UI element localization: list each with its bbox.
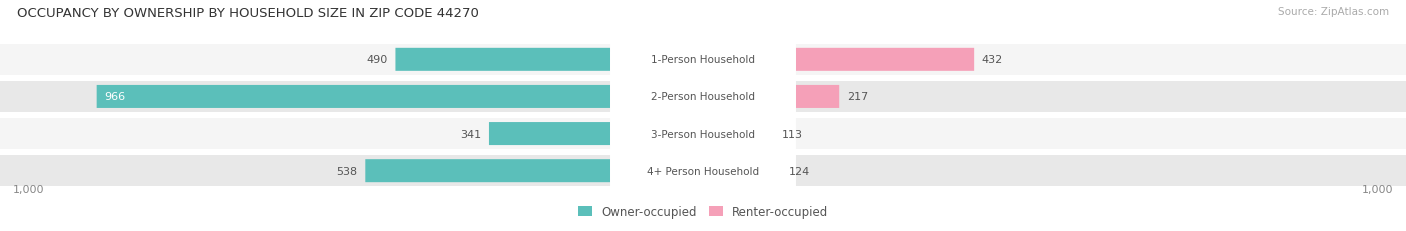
FancyBboxPatch shape	[366, 159, 703, 182]
FancyBboxPatch shape	[703, 122, 773, 146]
Bar	[0, 156, 1406, 186]
Text: 2-Person Household: 2-Person Household	[651, 92, 755, 102]
FancyBboxPatch shape	[610, 0, 796, 219]
Text: 341: 341	[460, 129, 481, 139]
FancyBboxPatch shape	[703, 85, 839, 109]
Text: Source: ZipAtlas.com: Source: ZipAtlas.com	[1278, 7, 1389, 17]
Text: 1-Person Household: 1-Person Household	[651, 55, 755, 65]
FancyBboxPatch shape	[395, 49, 703, 72]
Text: 217: 217	[846, 92, 868, 102]
Text: 1,000: 1,000	[13, 184, 44, 195]
Text: 966: 966	[104, 92, 125, 102]
Text: 4+ Person Household: 4+ Person Household	[647, 166, 759, 176]
Text: 113: 113	[782, 129, 803, 139]
FancyBboxPatch shape	[489, 122, 703, 146]
Text: 490: 490	[367, 55, 388, 65]
FancyBboxPatch shape	[97, 85, 703, 109]
Bar	[0, 82, 1406, 112]
FancyBboxPatch shape	[610, 12, 796, 231]
Text: 124: 124	[789, 166, 810, 176]
Bar	[0, 119, 1406, 149]
FancyBboxPatch shape	[703, 159, 780, 182]
FancyBboxPatch shape	[703, 49, 974, 72]
FancyBboxPatch shape	[610, 0, 796, 182]
Text: OCCUPANCY BY OWNERSHIP BY HOUSEHOLD SIZE IN ZIP CODE 44270: OCCUPANCY BY OWNERSHIP BY HOUSEHOLD SIZE…	[17, 7, 479, 20]
Text: 3-Person Household: 3-Person Household	[651, 129, 755, 139]
FancyBboxPatch shape	[610, 49, 796, 231]
Text: 432: 432	[981, 55, 1002, 65]
Legend: Owner-occupied, Renter-occupied: Owner-occupied, Renter-occupied	[572, 201, 834, 223]
Bar	[0, 45, 1406, 75]
Text: 538: 538	[336, 166, 357, 176]
Text: 1,000: 1,000	[1362, 184, 1393, 195]
